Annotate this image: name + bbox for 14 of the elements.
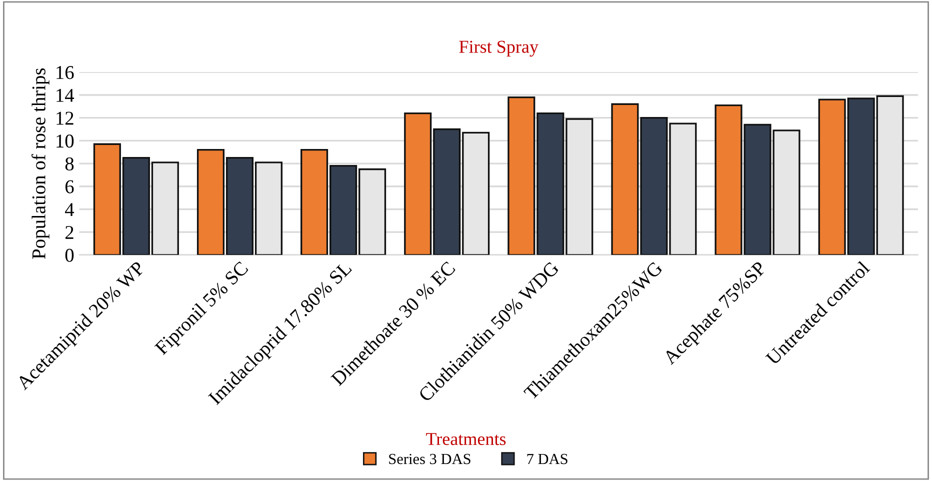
y-tick-label: 4	[65, 203, 74, 216]
y-axis-title: Population of rose thrips	[32, 68, 50, 259]
y-tick-label: 12	[56, 112, 74, 125]
x-axis-title: Treatments	[426, 433, 506, 446]
y-tick-label: 6	[65, 180, 74, 194]
y-tick-label: 2	[65, 226, 74, 239]
y-tick-label: 16	[56, 66, 74, 80]
y-tick-label: 8	[65, 157, 74, 170]
chart-title: First Spray	[459, 40, 538, 57]
y-tick-label: 14	[56, 88, 74, 102]
legend-label: 7 DAS	[527, 454, 568, 464]
y-tick-label: 10	[56, 134, 74, 148]
legend-label: Series 3 DAS	[389, 454, 470, 464]
y-tick-label: 0	[65, 248, 74, 262]
